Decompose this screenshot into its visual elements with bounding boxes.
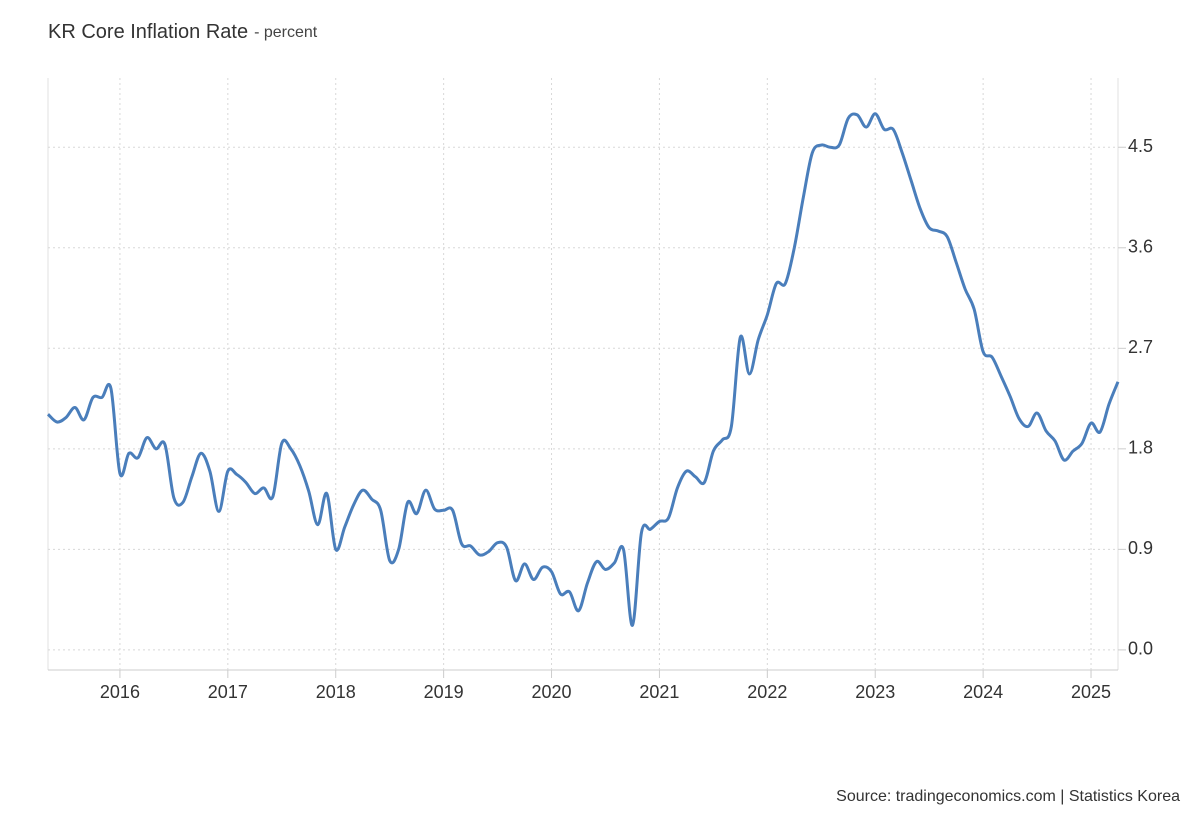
x-tick-label: 2022 bbox=[747, 682, 787, 702]
y-tick-label: 2.7 bbox=[1128, 337, 1153, 357]
x-tick-label: 2021 bbox=[639, 682, 679, 702]
x-tick-label: 2025 bbox=[1071, 682, 1111, 702]
x-tick-label: 2023 bbox=[855, 682, 895, 702]
y-tick-label: 0.9 bbox=[1128, 538, 1153, 558]
chart-subtitle: - percent bbox=[254, 24, 318, 41]
y-tick-label: 1.8 bbox=[1128, 438, 1153, 458]
chart-title: KR Core Inflation Rate bbox=[48, 21, 248, 43]
x-tick-label: 2018 bbox=[316, 682, 356, 702]
data-line bbox=[46, 112, 1120, 627]
y-tick-label: 3.6 bbox=[1128, 237, 1153, 257]
y-tick-label: 0.0 bbox=[1128, 639, 1153, 659]
x-tick-label: 2017 bbox=[208, 682, 248, 702]
chart-title-group: KR Core Inflation Rate - percent bbox=[48, 21, 318, 43]
source: Source: tradingeconomics.com | Statistic… bbox=[836, 788, 1180, 805]
x-tick-label: 2024 bbox=[963, 682, 1003, 702]
x-tick-label: 2016 bbox=[100, 682, 140, 702]
x-tick-label: 2019 bbox=[424, 682, 464, 702]
y-tick-label: 4.5 bbox=[1128, 136, 1153, 156]
x-tick-label: 2020 bbox=[532, 682, 572, 702]
